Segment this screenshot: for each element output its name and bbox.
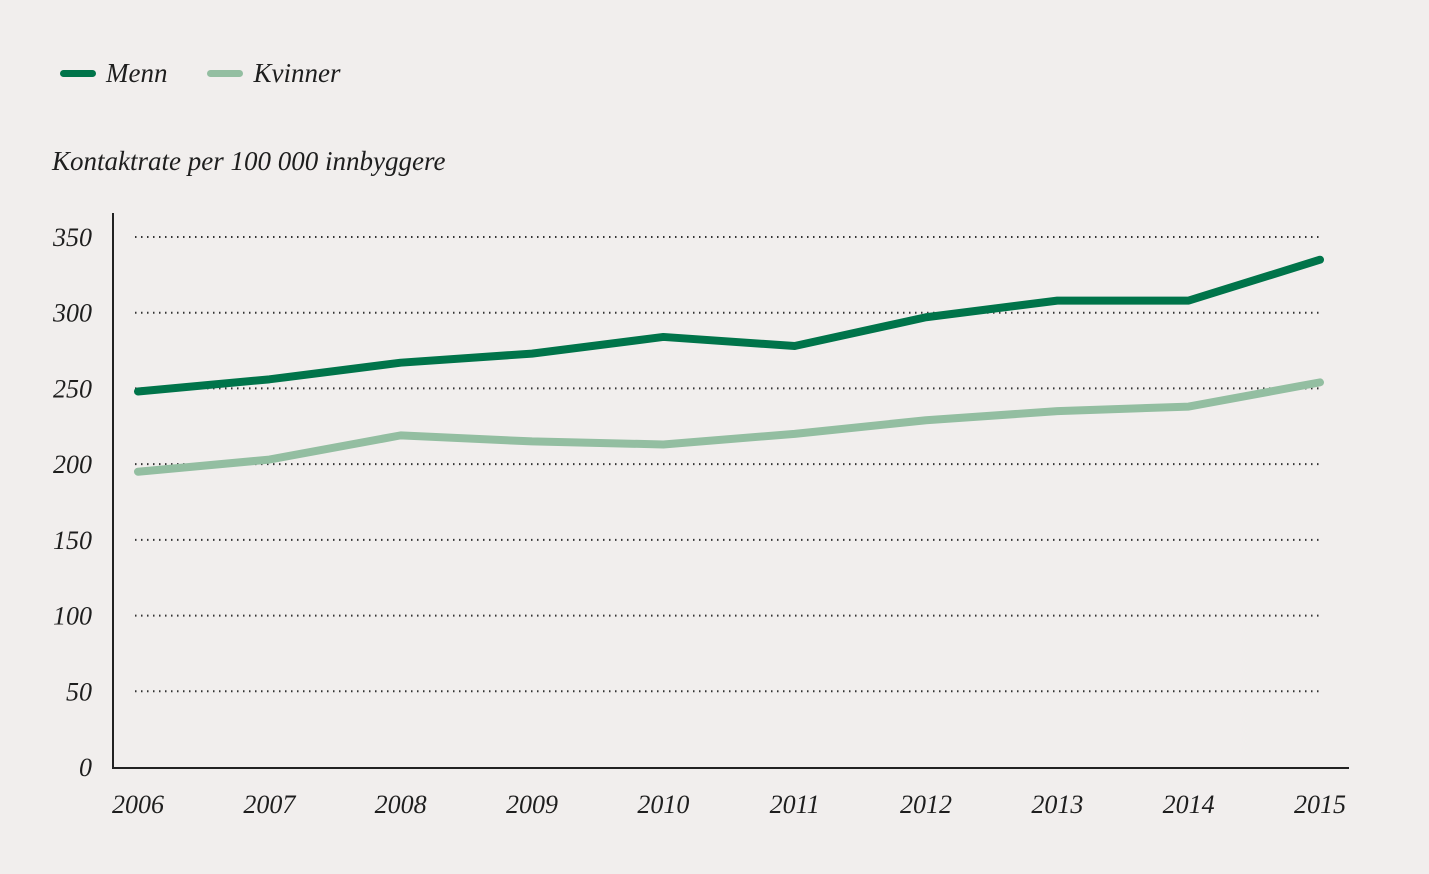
legend-swatch-kvinner [207, 70, 244, 77]
y-tick-label: 100 [53, 602, 92, 631]
x-tick-label: 2007 [243, 790, 296, 819]
y-tick-label: 0 [79, 753, 92, 782]
series-line-kvinner [134, 378, 1324, 476]
x-tick-label: 2008 [375, 790, 427, 819]
x-tick-label: 2012 [900, 790, 952, 819]
x-tick-label: 2011 [770, 790, 820, 819]
y-tick-label: 50 [66, 677, 92, 706]
legend-swatch-menn [60, 70, 96, 77]
legend-item-kvinner: Kvinner [207, 58, 340, 89]
x-tick-label: 2009 [506, 790, 558, 819]
legend-label-menn: Menn [106, 58, 168, 88]
y-axis-label: Kontaktrate per 100 000 innbyggere [52, 146, 446, 176]
y-tick-label: 300 [52, 299, 92, 328]
y-tick-label: 150 [53, 526, 92, 555]
y-tick-label: 350 [52, 223, 92, 252]
x-tick-label: 2014 [1163, 790, 1215, 819]
y-tick-label: 250 [53, 374, 92, 403]
series-line-menn [134, 255, 1324, 396]
x-tick-label: 2010 [637, 790, 689, 819]
x-tick-label: 2013 [1031, 790, 1083, 819]
x-tick-label: 2006 [112, 790, 164, 819]
y-tick-label: 200 [53, 450, 92, 479]
x-tick-label: 2015 [1294, 790, 1346, 819]
legend-item-menn: Menn [60, 58, 167, 89]
legend-label-kvinner: Kvinner [253, 58, 341, 88]
legend: Menn Kvinner [60, 58, 340, 89]
